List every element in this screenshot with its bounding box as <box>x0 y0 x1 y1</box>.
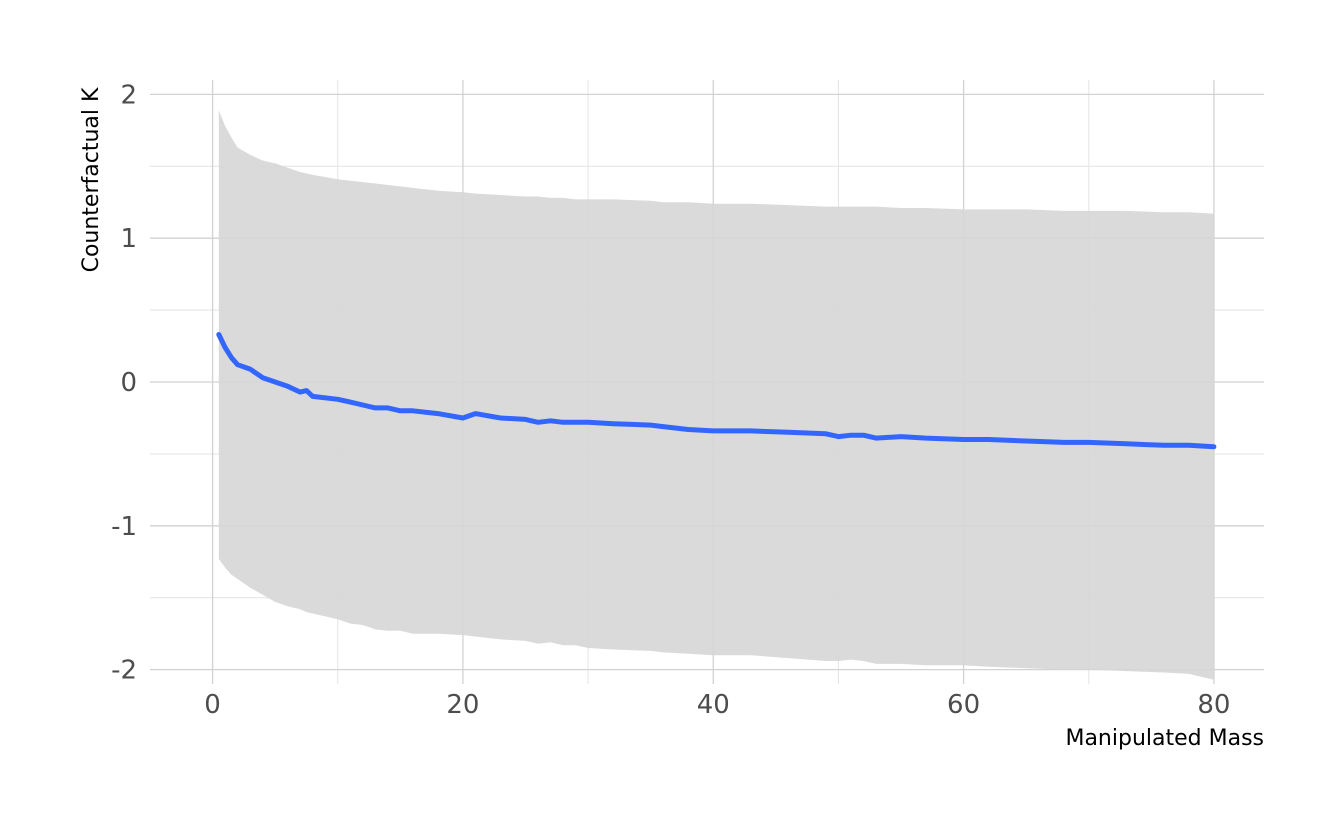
x-axis-ticks: 0 20 40 60 80 <box>204 690 1230 720</box>
x-tick-label: 80 <box>1197 690 1230 720</box>
trend-line <box>216 332 1217 450</box>
x-tick-label: 20 <box>446 690 479 720</box>
y-axis-ticks: -2 -1 0 1 2 <box>111 80 137 685</box>
confidence-ribbon <box>218 110 1214 680</box>
y-tick-label: 1 <box>120 224 137 254</box>
x-axis-title: Manipulated Mass <box>1065 726 1264 751</box>
x-tick-label: 0 <box>204 690 221 720</box>
y-tick-label: 0 <box>120 368 137 398</box>
y-tick-label: -1 <box>111 512 137 542</box>
x-tick-label: 40 <box>697 690 730 720</box>
y-tick-label: 2 <box>120 80 137 110</box>
y-axis-title: Counterfactual K <box>79 87 104 272</box>
x-tick-label: 60 <box>947 690 980 720</box>
y-tick-label: -2 <box>111 656 137 686</box>
